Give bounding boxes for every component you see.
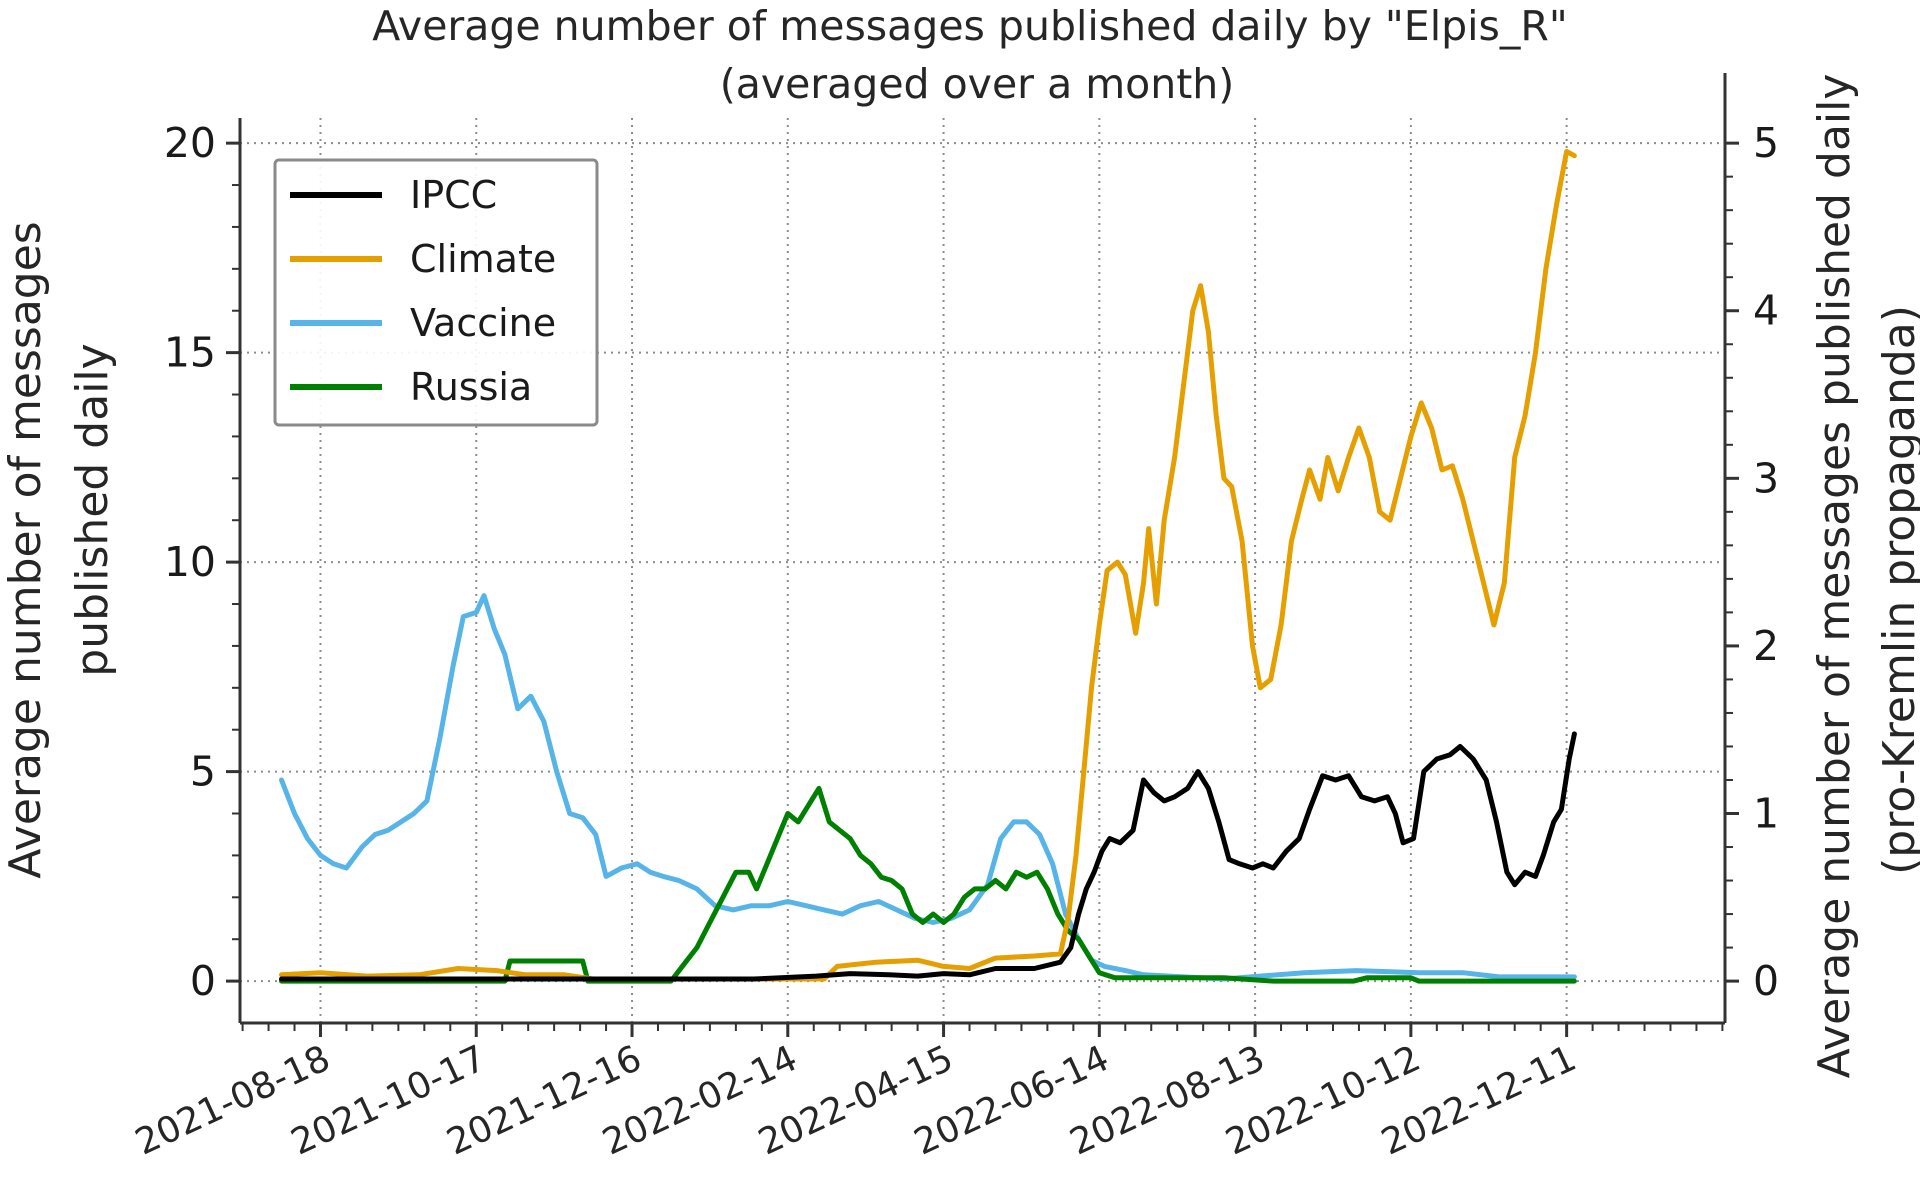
series-line-russia	[279, 785, 1577, 984]
series-layer	[279, 149, 1577, 984]
left-y-tick-label: 20	[164, 119, 216, 167]
legend-label-climate: Climate	[410, 237, 556, 281]
series-line-vaccine	[279, 593, 1577, 982]
left-y-tick-label: 10	[164, 538, 216, 586]
legend-label-vaccine: Vaccine	[410, 301, 556, 345]
right-y-tick-label: 4	[1753, 287, 1779, 335]
left-y-tick-label: 15	[164, 329, 216, 377]
left-y-tick-label: 5	[190, 748, 216, 796]
left-y-tick-label: 0	[190, 957, 216, 1005]
left-axis-label-line-1: Average number of messages	[0, 221, 51, 878]
legend-frame	[273, 158, 599, 427]
gridlines	[240, 118, 1725, 1023]
right-y-tick-label: 3	[1753, 454, 1779, 502]
legend-label-ipcc: IPCC	[410, 173, 497, 217]
left-axis-label-line-2: published daily	[67, 343, 118, 676]
series-line-climate	[279, 149, 1577, 982]
series-line-ipcc	[279, 731, 1577, 982]
right-y-tick-label: 1	[1753, 790, 1779, 838]
right-axis-label-line-2: (pro-Kremlin propaganda)	[1874, 305, 1920, 875]
right-y-tick-label: 5	[1753, 119, 1779, 167]
right-y-tick-label: 0	[1753, 957, 1779, 1005]
chart-subtitle: (averaged over a month)	[720, 60, 1235, 108]
right-y-tick-label: 2	[1753, 622, 1779, 670]
legend-label-russia: Russia	[410, 365, 532, 409]
right-axis-label-line-1: Average number of messages published dai…	[1809, 74, 1860, 1079]
legend: IPCC Climate Vaccine Russia	[273, 158, 599, 427]
chart-title: Average number of messages published dai…	[372, 2, 1567, 50]
